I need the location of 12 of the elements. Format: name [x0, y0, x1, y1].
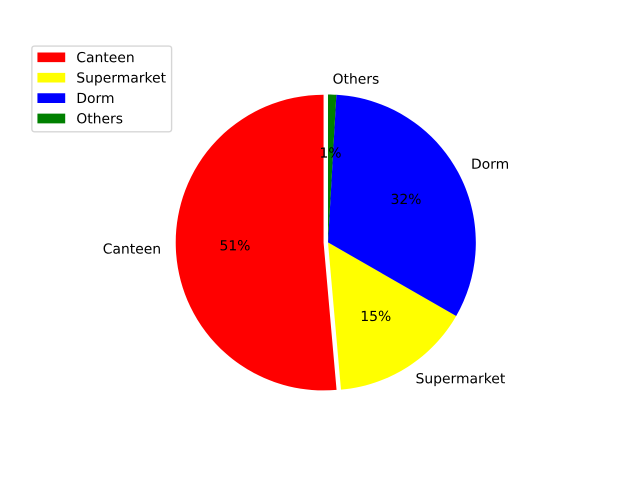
data-label: 32%: [392, 194, 421, 204]
data-label: 15%: [362, 310, 390, 322]
slice-label: Others: [333, 73, 379, 84]
slice-label: Canteen: [104, 243, 160, 254]
data-label: 1%: [321, 147, 341, 158]
legend-label: Canteen: [77, 52, 134, 62]
legend-label: Supermarket: [77, 72, 166, 86]
data-label: 51%: [220, 240, 250, 251]
slice-label: Supermarket: [416, 372, 505, 386]
slice-label: Dorm: [472, 158, 508, 169]
legend-label: Others: [77, 112, 122, 124]
legend-label: Dorm: [78, 92, 114, 104]
